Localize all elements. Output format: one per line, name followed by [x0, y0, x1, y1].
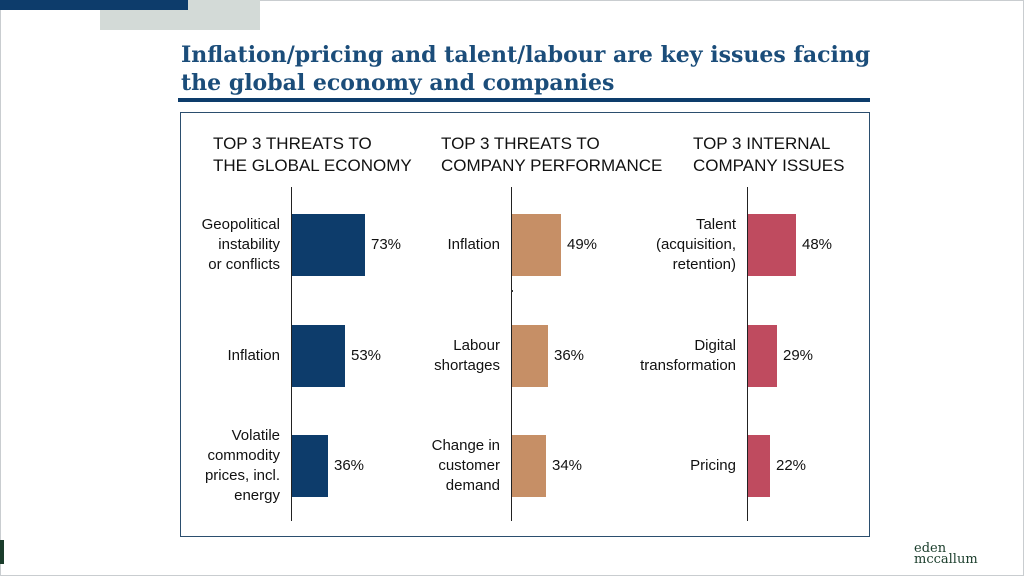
- bar: [292, 325, 345, 387]
- bar: [748, 325, 777, 387]
- category-label-text: Volatile commodity prices, incl. energy: [205, 426, 280, 506]
- category-label-line: Labour: [453, 337, 500, 354]
- category-label-line: (acquisition,: [655, 236, 736, 253]
- category-label: Inflation: [227, 316, 280, 396]
- category-label-line: transformation: [640, 357, 736, 374]
- chart-title-internal-issues: TOP 3 INTERNAL COMPANY ISSUES: [693, 133, 844, 177]
- category-label-line: shortages: [434, 357, 500, 374]
- logo-line-1: eden: [914, 541, 947, 556]
- data-label: 36%: [554, 347, 585, 364]
- category-label-line: prices, incl.: [204, 467, 280, 484]
- category-label-text: Change in customer demand: [432, 436, 500, 496]
- logo-line-2: mccallum: [914, 552, 978, 567]
- category-label-line: Geopolitical: [201, 216, 280, 233]
- category-label-text: Pricing: [690, 456, 736, 476]
- eden-mccallum-logo: eden mccallum: [914, 541, 978, 567]
- category-label-text: Talent (acquisition, retention): [656, 215, 736, 275]
- chart-title-line: TOP 3 THREATS TO: [213, 134, 372, 153]
- decorative-left-mark: [0, 540, 4, 564]
- category-label-line: Digital: [694, 337, 736, 354]
- category-label-line: instability: [218, 236, 280, 253]
- category-label: Talent (acquisition, retention): [656, 205, 736, 285]
- category-label-text: Labour shortages: [434, 336, 500, 376]
- category-label: Geopolitical instability or conflicts: [202, 205, 280, 285]
- bar: [512, 325, 548, 387]
- category-label: Change in customer demand: [432, 426, 500, 506]
- bar: [292, 214, 365, 276]
- bar: [512, 214, 561, 276]
- data-label: 34%: [552, 457, 583, 474]
- category-label-line: or conflicts: [208, 256, 280, 273]
- data-label: 22%: [776, 457, 807, 474]
- category-label: Digital transformation: [640, 316, 736, 396]
- category-label: Pricing: [690, 426, 736, 506]
- category-axis-internal-issues: [747, 187, 748, 521]
- category-label-line: commodity: [207, 447, 280, 464]
- category-label-line: Inflation: [227, 347, 280, 364]
- data-label: 73%: [371, 236, 402, 253]
- category-label: Labour shortages: [434, 316, 500, 396]
- chart-title-line: COMPANY ISSUES: [693, 156, 845, 175]
- category-label-text: Inflation: [227, 346, 280, 366]
- category-label-text: Inflation: [447, 235, 500, 255]
- bar: [748, 435, 770, 497]
- category-label-line: Pricing: [690, 457, 736, 474]
- chart-title-line: TOP 3 INTERNAL: [693, 134, 831, 153]
- category-label-text: Digital transformation: [640, 336, 736, 376]
- category-label: Volatile commodity prices, incl. energy: [205, 426, 280, 506]
- chart-title-line: TOP 3 THREATS TO: [441, 134, 600, 153]
- category-axis-global-economy: [291, 187, 292, 521]
- category-label-line: Talent: [695, 216, 736, 233]
- data-label: 48%: [802, 236, 833, 253]
- decorative-accent-dark: [0, 0, 188, 10]
- bar: [748, 214, 796, 276]
- category-label-line: Change in: [431, 437, 500, 454]
- category-label-line: customer: [438, 457, 500, 474]
- category-label: Inflation: [447, 205, 500, 285]
- data-label: 29%: [783, 347, 814, 364]
- category-label-line: demand: [445, 477, 500, 494]
- chart-title-company-performance: TOP 3 THREATS TO COMPANY PERFORMANCE: [441, 133, 662, 177]
- data-label: 53%: [351, 347, 382, 364]
- category-label-line: Volatile: [231, 427, 280, 444]
- chart-title-line: COMPANY PERFORMANCE: [441, 156, 663, 175]
- chart-box: [180, 112, 870, 537]
- category-axis-company-performance: [511, 187, 512, 521]
- bar: [292, 435, 328, 497]
- category-label-line: retention): [672, 256, 736, 273]
- title-rule: [178, 98, 870, 102]
- data-label: 36%: [334, 457, 365, 474]
- chart-title-line: THE GLOBAL ECONOMY: [213, 156, 412, 175]
- category-label-text: Geopolitical instability or conflicts: [202, 215, 280, 275]
- category-label-line: energy: [234, 487, 280, 504]
- data-label: 49%: [567, 236, 598, 253]
- stray-dot: [511, 290, 513, 292]
- slide-title: Inflation/pricing and talent/labour are …: [181, 42, 871, 96]
- chart-title-global-economy: TOP 3 THREATS TO THE GLOBAL ECONOMY: [213, 133, 412, 177]
- category-label-line: Inflation: [447, 236, 500, 253]
- bar: [512, 435, 546, 497]
